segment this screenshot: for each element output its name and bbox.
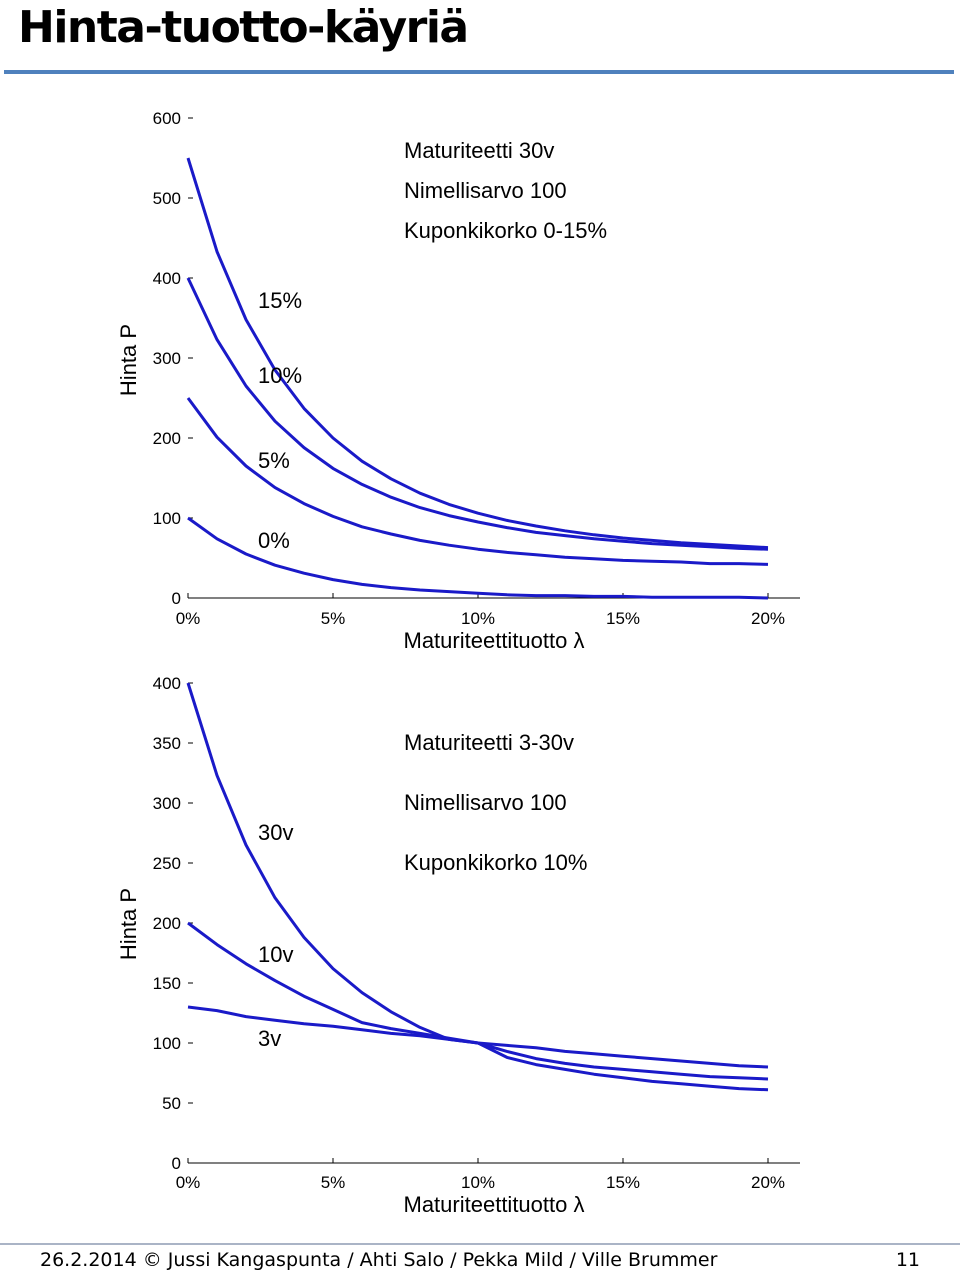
y-axis-title: Hinta P (116, 324, 141, 396)
footer-rule (0, 1243, 960, 1245)
series-label: 3v (258, 1026, 281, 1051)
y-tick-label: 100 (153, 1034, 181, 1053)
y-tick-label: 250 (153, 854, 181, 873)
x-axis-title: Maturiteettituotto λ (404, 1192, 585, 1217)
series-label: 0% (258, 528, 290, 553)
footer-text: 26.2.2014 © Jussi Kangaspunta / Ahti Sal… (40, 1249, 718, 1271)
title-rule (4, 70, 954, 74)
y-tick-label: 150 (153, 974, 181, 993)
x-tick-label: 15% (606, 609, 640, 628)
y-tick-label: 300 (153, 349, 181, 368)
y-tick-label: 600 (153, 109, 181, 128)
x-tick-label: 20% (751, 1173, 785, 1192)
series-line-5pct (186, 397, 769, 566)
y-tick-label: 50 (162, 1094, 181, 1113)
y-tick-label: 200 (153, 914, 181, 933)
price-yield-chart-coupon: 0 100 200 300 400 500 600 0% 5% 10% 15% 20% Maturite… (116, 109, 800, 650)
x-axis-title: Maturiteettituotto λ (404, 628, 585, 650)
y-tick-label: 300 (153, 794, 181, 813)
chart-annotation: Maturiteetti 30v (404, 138, 554, 163)
series-label: 30v (258, 820, 293, 845)
series-line-15pct (186, 157, 769, 550)
chart-annotation: Kuponkikorko 0-15% (404, 218, 607, 243)
chart-annotation: Kuponkikorko 10% (404, 850, 587, 875)
x-tick-label: 10% (461, 1173, 495, 1192)
chart-annotation: Nimellisarvo 100 (404, 790, 567, 815)
series-line-10pct (186, 277, 769, 551)
series-label: 10v (258, 942, 293, 967)
slide-title: Hinta-tuotto-käyriä (18, 2, 469, 53)
x-tick-label: 15% (606, 1173, 640, 1192)
x-tick-label: 20% (751, 609, 785, 628)
series-label: 15% (258, 288, 302, 313)
y-tick-label: 0 (172, 1154, 181, 1173)
y-tick-label: 350 (153, 734, 181, 753)
x-tick-label: 5% (321, 609, 346, 628)
y-tick-label: 400 (153, 674, 181, 693)
x-tick-label: 0% (176, 609, 201, 628)
x-tick-label: 0% (176, 1173, 201, 1192)
chart-annotation: Maturiteetti 3-30v (404, 730, 574, 755)
chart-annotation: Nimellisarvo 100 (404, 178, 567, 203)
y-tick-label: 100 (153, 509, 181, 528)
series-line-3v (187, 1005, 769, 1069)
x-tick-label: 10% (461, 609, 495, 628)
series-line-0pct (187, 516, 769, 600)
y-tick-label: 200 (153, 429, 181, 448)
price-yield-chart-maturity: 0 50 100 150 200 250 300 350 400 0% 5% 10% 15% 20% Mat… (116, 674, 800, 1217)
series-label: 10% (258, 363, 302, 388)
y-tick-label: 0 (172, 589, 181, 608)
page-number: 11 (895, 1249, 920, 1271)
x-tick-label: 5% (321, 1173, 346, 1192)
y-axis-title: Hinta P (116, 888, 141, 960)
y-tick-label: 400 (153, 269, 181, 288)
y-tick-label: 500 (153, 189, 181, 208)
series-label: 5% (258, 448, 290, 473)
